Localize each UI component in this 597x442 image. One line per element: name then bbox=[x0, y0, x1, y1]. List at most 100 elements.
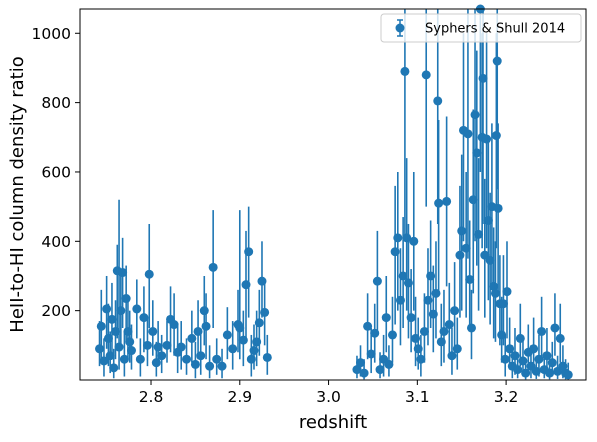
data-marker bbox=[409, 236, 419, 246]
data-point bbox=[400, 9, 410, 242]
data-point bbox=[142, 317, 152, 367]
data-marker bbox=[421, 70, 431, 80]
data-marker bbox=[419, 326, 429, 336]
data-point bbox=[187, 310, 197, 363]
x-tick-label: 2.8 bbox=[139, 388, 164, 406]
data-point bbox=[563, 362, 573, 380]
data-point bbox=[222, 307, 232, 360]
data-point bbox=[244, 206, 254, 318]
data-marker bbox=[472, 148, 482, 158]
data-point bbox=[478, 9, 488, 224]
data-marker bbox=[498, 299, 508, 309]
data-marker bbox=[478, 73, 488, 83]
data-marker bbox=[537, 326, 547, 336]
data-marker bbox=[121, 294, 131, 304]
data-marker bbox=[190, 359, 200, 369]
data-marker bbox=[463, 129, 473, 139]
data-marker bbox=[455, 250, 465, 260]
data-marker bbox=[452, 344, 462, 354]
y-axis-label: HeII-to-HI column density ratio bbox=[7, 56, 28, 332]
data-marker bbox=[439, 326, 449, 336]
y-tick-label: 1000 bbox=[32, 25, 71, 43]
x-axis: 2.8 2.9 3.0 3.1 3.2 bbox=[139, 380, 518, 406]
data-point bbox=[447, 327, 457, 375]
data-marker bbox=[99, 356, 109, 366]
data-marker bbox=[208, 262, 218, 272]
data-marker bbox=[119, 354, 129, 364]
data-point bbox=[547, 341, 557, 377]
data-marker bbox=[254, 318, 264, 328]
legend-marker bbox=[395, 23, 405, 33]
data-marker bbox=[352, 365, 362, 375]
data-marker bbox=[450, 306, 460, 316]
data-marker bbox=[132, 304, 142, 314]
data-marker bbox=[502, 287, 512, 297]
data-point bbox=[498, 255, 508, 346]
data-marker bbox=[126, 346, 136, 356]
x-tick-label: 3.0 bbox=[316, 388, 341, 406]
data-marker bbox=[118, 268, 128, 278]
data-marker bbox=[366, 349, 376, 359]
data-marker bbox=[107, 314, 117, 324]
data-point bbox=[474, 158, 484, 311]
data-point bbox=[176, 321, 186, 370]
data-marker bbox=[148, 326, 158, 336]
data-marker bbox=[196, 351, 206, 361]
data-point bbox=[466, 289, 476, 360]
data-point bbox=[196, 331, 206, 375]
data-marker bbox=[153, 342, 163, 352]
data-marker bbox=[162, 340, 172, 350]
data-point bbox=[148, 300, 158, 356]
data-point bbox=[217, 348, 227, 379]
data-marker bbox=[465, 274, 475, 284]
data-marker bbox=[500, 354, 510, 364]
data-marker bbox=[434, 198, 444, 208]
data-marker bbox=[235, 323, 245, 333]
data-point bbox=[493, 123, 503, 294]
data-point bbox=[384, 345, 394, 377]
data-marker bbox=[493, 203, 503, 213]
data-marker bbox=[244, 247, 254, 257]
data-point bbox=[109, 348, 119, 379]
data-point bbox=[439, 289, 449, 363]
data-point bbox=[107, 282, 117, 353]
data-point bbox=[119, 331, 129, 377]
data-point bbox=[144, 223, 154, 328]
data-marker bbox=[372, 276, 382, 286]
data-point bbox=[132, 279, 142, 339]
data-point bbox=[352, 355, 362, 379]
data-point bbox=[452, 317, 462, 370]
data-point bbox=[550, 293, 560, 356]
legend: Syphers & Shull 2014 bbox=[380, 13, 582, 43]
y-tick-label: 400 bbox=[41, 233, 71, 251]
data-marker bbox=[182, 354, 192, 364]
data-point bbox=[450, 262, 460, 349]
data-marker bbox=[433, 96, 443, 106]
data-marker bbox=[387, 330, 397, 340]
data-marker bbox=[102, 304, 112, 314]
data-point bbox=[96, 289, 106, 360]
data-marker bbox=[105, 351, 115, 361]
data-marker bbox=[398, 271, 408, 281]
data-marker bbox=[359, 368, 369, 378]
data-marker bbox=[470, 110, 480, 120]
data-point bbox=[513, 352, 523, 379]
data-point bbox=[419, 293, 429, 363]
data-marker bbox=[555, 333, 565, 343]
data-marker bbox=[96, 321, 106, 331]
data-marker bbox=[442, 196, 452, 206]
data-marker bbox=[222, 330, 232, 340]
data-marker bbox=[95, 344, 105, 354]
data-point bbox=[162, 321, 172, 363]
y-axis: 200 400 600 800 1000 bbox=[32, 25, 80, 320]
data-point bbox=[465, 220, 475, 332]
data-marker bbox=[457, 226, 467, 236]
data-marker bbox=[199, 306, 209, 316]
data-marker bbox=[563, 370, 573, 380]
data-point bbox=[537, 296, 547, 360]
data-point bbox=[212, 338, 222, 375]
data-marker bbox=[393, 233, 403, 243]
data-marker bbox=[114, 342, 124, 352]
